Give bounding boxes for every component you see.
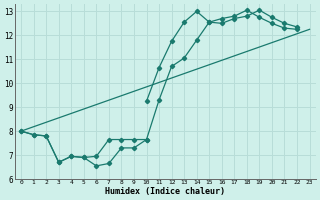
X-axis label: Humidex (Indice chaleur): Humidex (Indice chaleur) bbox=[105, 187, 225, 196]
